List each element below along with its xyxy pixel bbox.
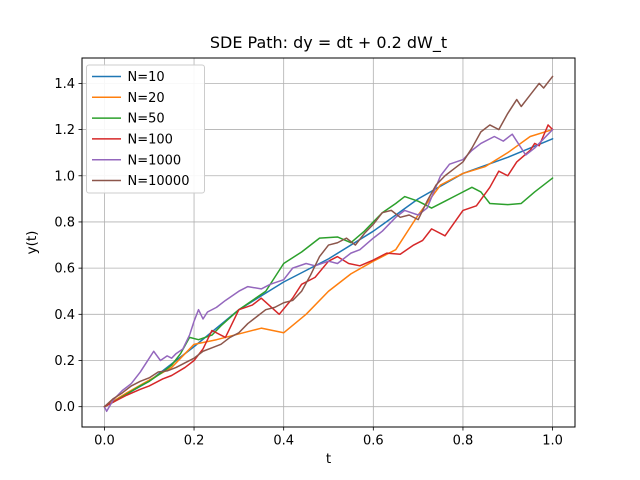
legend-label: N=1000 xyxy=(128,153,182,168)
y-tick-label: 0.0 xyxy=(54,400,75,415)
y-tick-label: 0.6 xyxy=(54,262,75,277)
y-tick-label: 1.2 xyxy=(54,123,75,138)
legend: N=10 N=20 N=50 N=100 N=1000 N=10000 xyxy=(86,64,205,194)
y-tick-label: 0.8 xyxy=(54,215,75,230)
legend-label: N=50 xyxy=(128,112,165,127)
series-line-n-100 xyxy=(103,124,554,408)
x-tick-label: 0.0 xyxy=(94,434,115,449)
y-tick-label: 1.4 xyxy=(54,77,75,92)
y-tick-label: 0.4 xyxy=(54,308,75,323)
legend-label: N=10000 xyxy=(128,174,190,189)
x-tick-label: 0.4 xyxy=(273,434,294,449)
axes-spines xyxy=(81,57,576,428)
y-axis-label: y(t) xyxy=(24,231,40,255)
x-axis-label: t xyxy=(326,451,331,467)
series-layer xyxy=(103,75,554,413)
legend-label: N=20 xyxy=(128,91,165,106)
y-tick-label: 1.0 xyxy=(54,169,75,184)
legend-label: N=100 xyxy=(128,133,173,148)
x-tick-label: 1.0 xyxy=(542,434,563,449)
x-tick-label: 0.2 xyxy=(184,434,205,449)
axes-layer: 0.0 0.2 0.4 0.6 0.8 1.0 0.0 0.2 0.4 0.6 0.8 1.0 1.2 1… xyxy=(54,57,576,449)
x-tick-label: 0.8 xyxy=(453,434,474,449)
x-tick-label: 0.6 xyxy=(363,434,384,449)
legend-label: N=10 xyxy=(128,70,165,85)
y-tick-label: 0.2 xyxy=(54,354,75,369)
series-line-n-10000 xyxy=(103,75,554,408)
series-line-n-50 xyxy=(103,177,554,408)
series-line-n-20 xyxy=(103,128,554,408)
chart-title: SDE Path: dy = dt + 0.2 dW_t xyxy=(210,33,447,53)
series-line-n-1000 xyxy=(103,128,554,413)
